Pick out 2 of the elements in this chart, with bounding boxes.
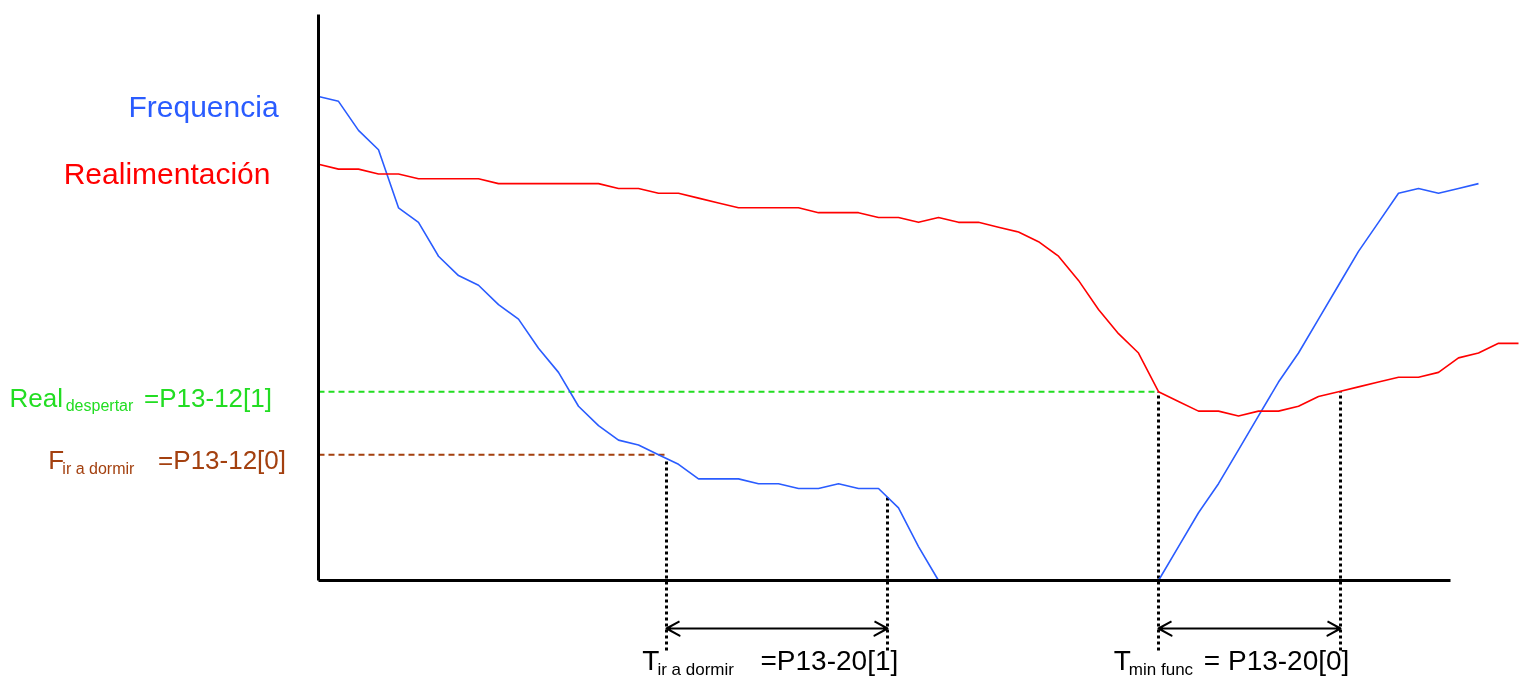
series-label: Frequencia [128,89,279,123]
series-label: Realimentación [63,157,271,191]
